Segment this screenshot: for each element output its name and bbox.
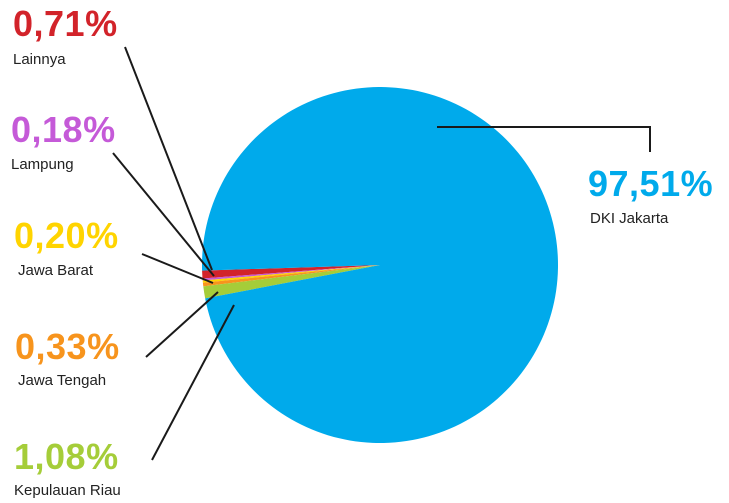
leader-line-kepulauan-riau (151, 304, 235, 461)
leader-line-jawa-barat (141, 253, 214, 284)
category-label-kepulauan-riau: Kepulauan Riau (14, 482, 121, 499)
value-label-jawa-tengah: 0,33% (15, 326, 120, 367)
leader-line-lainnya (124, 46, 213, 271)
leader-lines (112, 46, 651, 461)
value-label-lainnya: 0,71% (13, 3, 118, 44)
value-label-jawa-barat: 0,20% (14, 215, 119, 256)
leader-line-lampung (112, 152, 215, 277)
value-label-kepulauan-riau: 1,08% (14, 436, 119, 477)
pie-slices (202, 87, 559, 444)
value-label-dki-jakarta: 97,51% (588, 163, 714, 204)
pie-slice-kepulauan-riau (203, 265, 380, 299)
category-label-lampung: Lampung (11, 156, 74, 173)
leader-line-jawa-tengah (145, 291, 219, 358)
pie-slice-jawa-barat (202, 265, 380, 283)
category-label-dki-jakarta: DKI Jakarta (590, 210, 669, 227)
pie-slice-jawa-tengah (202, 265, 380, 287)
pie-slice-lainnya (202, 265, 380, 279)
category-label-jawa-tengah: Jawa Tengah (18, 372, 107, 389)
leader-line-dki-jakarta (437, 126, 651, 152)
category-label-lainnya: Lainnya (13, 51, 66, 68)
pie-slice-lampung (202, 265, 380, 281)
value-label-lampung: 0,18% (11, 109, 116, 150)
pie-slice-dki-jakarta (202, 87, 559, 444)
category-label-jawa-barat: Jawa Barat (18, 262, 94, 279)
